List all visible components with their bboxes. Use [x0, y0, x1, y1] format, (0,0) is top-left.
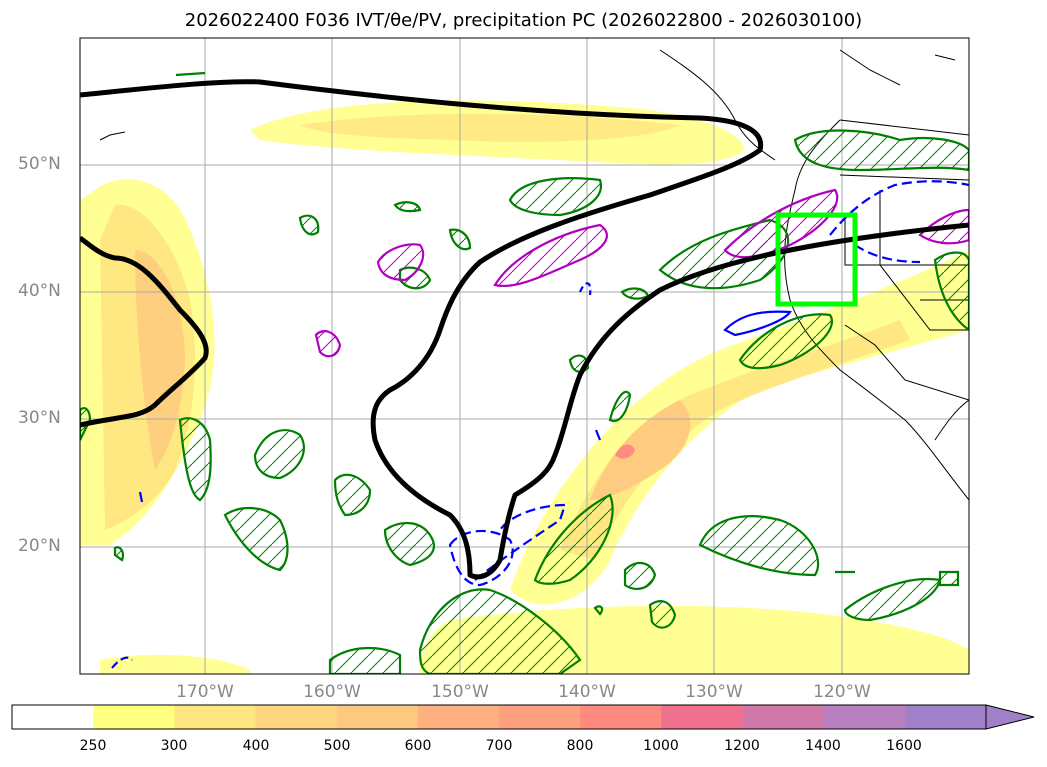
region-box	[775, 212, 858, 307]
colorbar-cell	[417, 705, 500, 729]
ivt-shading	[80, 100, 969, 674]
colorbar-cell	[12, 705, 94, 729]
lat-label-40n: 40°N	[18, 281, 61, 301]
colorbar-cell	[336, 705, 419, 729]
colorbar-cell	[742, 705, 825, 729]
lon-label-150w: 150°W	[431, 682, 489, 702]
lat-label-20n: 20°N	[18, 536, 61, 556]
map-plot	[79, 37, 970, 675]
colorbar-tick-600: 600	[404, 738, 432, 754]
precip-contours	[80, 71, 969, 674]
colorbar-tick-1400: 1400	[805, 738, 841, 754]
colorbar-tick-500: 500	[323, 738, 351, 754]
colorbar-extend-arrow	[985, 704, 1035, 730]
lon-label-140w: 140°W	[558, 682, 616, 702]
colorbar	[11, 704, 1035, 730]
colorbar-tick-700: 700	[485, 738, 513, 754]
colorbar-cell	[255, 705, 338, 729]
colorbar-tick-400: 400	[242, 738, 270, 754]
lat-label-50n: 50°N	[18, 154, 61, 174]
lat-label-30n: 30°N	[18, 408, 61, 428]
plot-frame	[79, 37, 970, 675]
pv-positive-contours	[314, 188, 969, 358]
colorbar-tick-1000: 1000	[643, 738, 679, 754]
colorbar-tick-1600: 1600	[886, 738, 922, 754]
colorbar-cell	[499, 705, 581, 729]
colorbar-tick-800: 800	[566, 738, 594, 754]
colorbar-tick-300: 300	[160, 738, 188, 754]
lon-label-120w: 120°W	[813, 682, 871, 702]
colorbar-cell	[580, 705, 662, 729]
ivt-boundary-contour	[80, 79, 969, 580]
pv-negative-contours	[111, 180, 969, 669]
lon-label-170w: 170°W	[176, 682, 234, 702]
lon-label-160w: 160°W	[303, 682, 361, 702]
colorbar-tick-1200: 1200	[724, 738, 760, 754]
lon-label-130w: 130°W	[685, 682, 743, 702]
map-title: 2026022400 F036 IVT/θe/PV, precipitation…	[184, 10, 863, 31]
colorbar-cell	[93, 705, 175, 729]
colorbar-cell	[904, 705, 987, 729]
colorbar-tick-250: 250	[79, 738, 107, 754]
colorbar-frame	[11, 704, 987, 730]
colorbar-cell	[661, 705, 743, 729]
colorbar-cell	[823, 705, 906, 729]
colorbar-cell	[174, 705, 256, 729]
